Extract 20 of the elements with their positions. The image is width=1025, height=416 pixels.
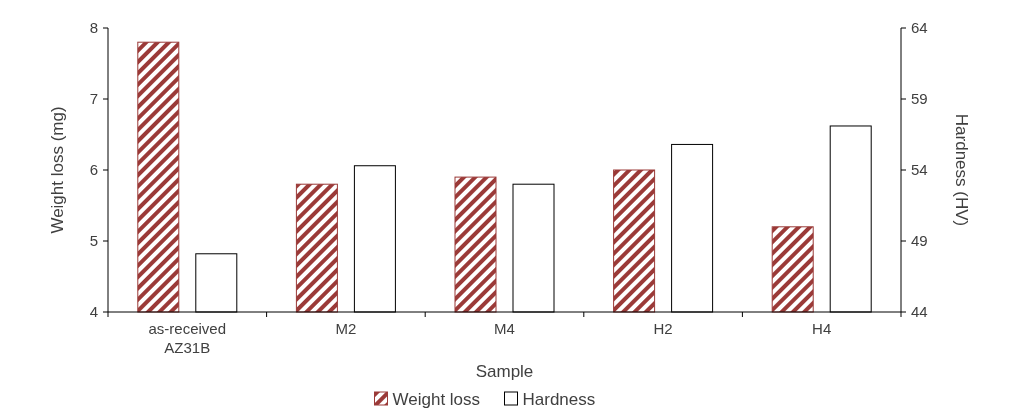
y2-axis-title: Hardness (HV): [952, 113, 971, 227]
legend-label: Hardness: [522, 389, 596, 409]
y-tick-label: 4: [89, 303, 98, 321]
y-tick-label: 7: [89, 90, 98, 108]
y2-tick-label: 44: [911, 303, 928, 321]
y-tick-label: 5: [89, 232, 98, 250]
x-tick-label: H2: [653, 320, 673, 337]
y2-tick-label: 49: [911, 232, 928, 250]
x-tick-label: H4: [812, 320, 832, 337]
y-tick-label: 8: [89, 19, 98, 37]
x-axis-title: Sample: [475, 362, 534, 381]
y2-tick-label: 59: [911, 90, 928, 108]
y-tick-label: 6: [89, 161, 98, 179]
x-tick-label: M4: [494, 320, 515, 337]
legend-label: Weight loss: [392, 389, 481, 409]
y2-tick-label: 64: [911, 19, 928, 37]
x-tick-label: M2: [335, 320, 357, 337]
y-axis-title: Weight loss (mg): [48, 106, 67, 234]
x-tick-label: as-received AZ31B: [148, 320, 227, 356]
y2-tick-label: 54: [911, 161, 928, 179]
